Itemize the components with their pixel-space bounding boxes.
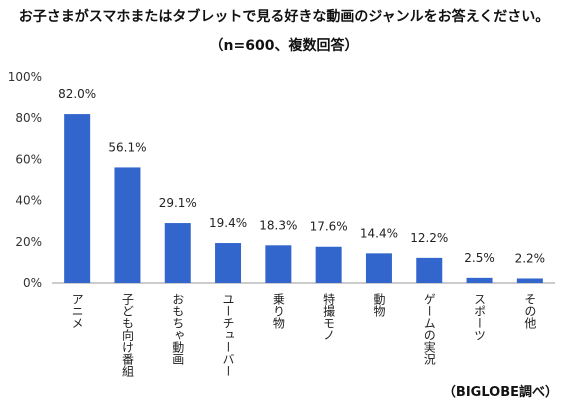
category-label: スポーツ — [473, 293, 487, 341]
y-tick-label: 100% — [8, 70, 42, 84]
y-tick-label: 60% — [15, 152, 42, 166]
source-note: （BIGLOBE調べ） — [443, 384, 558, 400]
data-label: 12.2% — [410, 231, 448, 245]
bar — [215, 243, 242, 283]
bar — [516, 278, 543, 283]
y-tick-label: 20% — [15, 235, 42, 249]
data-label: 19.4% — [209, 216, 247, 230]
bar — [114, 167, 141, 283]
data-label: 17.6% — [310, 220, 348, 234]
bar — [416, 257, 443, 283]
category-label: アニメ — [70, 293, 84, 329]
bar — [265, 245, 292, 283]
y-tick-label: 0% — [23, 276, 42, 290]
category-label: 乗り物 — [271, 293, 285, 329]
category-label: ユーチューバー — [221, 293, 235, 377]
data-label: 18.3% — [259, 218, 297, 232]
bar — [164, 223, 191, 283]
data-label: 82.0% — [58, 87, 96, 101]
bar — [365, 253, 392, 283]
category-labels-group: アニメ 子ども向け番組 おもちゃ動画 ユーチューバー 乗り物 特撮モノ 動物 ゲームの実況 スポ… — [70, 292, 537, 377]
data-label: 14.4% — [360, 226, 398, 240]
data-labels-group: 82.0% 56.1% 29.1% 19.4% 18.3% 17.6% 14.4% 12.2%… — [58, 87, 545, 265]
y-axis: 0% 20% 40% 60% 80% 100% — [8, 70, 42, 290]
bars-group — [64, 114, 543, 283]
category-label: 子ども向け番組 — [120, 293, 134, 377]
data-label: 29.1% — [159, 196, 197, 210]
bar — [315, 246, 342, 283]
category-label: その他 — [523, 293, 537, 329]
data-label: 2.2% — [515, 251, 546, 265]
category-label: 動物 — [372, 293, 386, 317]
y-tick-label: 80% — [15, 111, 42, 125]
category-label: おもちゃ動画 — [171, 293, 185, 365]
bar — [64, 114, 91, 283]
chart-title: お子さまがスマホまたはタブレットで見る好きな動画のジャンルをお答えください。 — [19, 8, 549, 25]
chart-subtitle: （n=600、複数回答） — [210, 37, 359, 54]
y-tick-label: 40% — [15, 194, 42, 208]
category-label: ゲームの実況 — [422, 293, 436, 365]
data-label: 56.1% — [108, 140, 146, 154]
data-label: 2.5% — [464, 251, 495, 265]
category-label: 特撮モノ — [322, 292, 336, 341]
bar — [466, 277, 493, 283]
